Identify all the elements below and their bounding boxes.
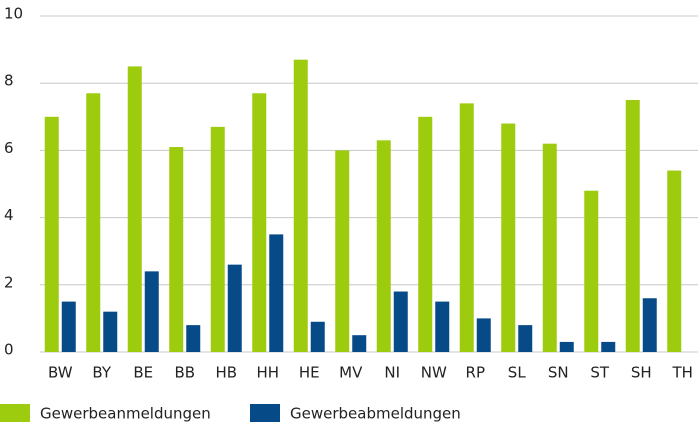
legend-label: Gewerbeabmeldungen (290, 405, 461, 423)
bar (518, 325, 533, 352)
bar (61, 301, 76, 352)
x-tick-label: BW (48, 364, 73, 382)
y-tick-label: 6 (4, 139, 14, 157)
bar (542, 143, 557, 352)
bar (352, 335, 367, 352)
bar (625, 100, 640, 352)
x-tick-label: ST (590, 364, 610, 382)
x-tick-label: HE (299, 364, 320, 382)
bar (459, 103, 474, 352)
bar (476, 318, 491, 352)
x-tick-label: BB (174, 364, 195, 382)
x-tick-label: SL (508, 364, 527, 382)
bar (393, 291, 408, 352)
bar (227, 264, 242, 352)
y-tick-label: 10 (4, 5, 23, 23)
bar (186, 325, 201, 352)
bar (667, 170, 682, 352)
bar (501, 123, 516, 353)
x-tick-label: NW (421, 364, 447, 382)
bar (293, 59, 308, 353)
bar (559, 341, 574, 352)
x-tick-label: BY (92, 364, 111, 382)
x-tick-label: HB (215, 364, 237, 382)
x-tick-label: SH (631, 364, 652, 382)
bar (169, 147, 184, 352)
y-tick-label: 0 (4, 341, 14, 359)
x-tick-label: SN (548, 364, 569, 382)
bar (584, 190, 599, 352)
bar (376, 140, 391, 352)
x-tick-label: RP (466, 364, 485, 382)
legend-label: Gewerbeanmeldungen (40, 405, 211, 423)
bar (127, 66, 142, 353)
y-tick-label: 4 (4, 206, 14, 224)
bar (210, 126, 225, 352)
bar (86, 93, 101, 352)
bar (435, 301, 450, 352)
bar (335, 150, 350, 352)
legend-swatch (0, 404, 30, 422)
bar (418, 116, 433, 352)
bar (269, 234, 284, 352)
y-tick-label: 8 (4, 72, 14, 90)
bar (44, 116, 59, 352)
x-tick-label: HH (256, 364, 279, 382)
bar (642, 298, 657, 352)
bar (144, 271, 159, 352)
x-tick-label: TH (672, 364, 693, 382)
bar (252, 93, 267, 352)
y-tick-label: 2 (4, 273, 14, 291)
legend-swatch (250, 404, 280, 422)
bar (310, 321, 325, 352)
x-tick-label: NI (384, 364, 400, 382)
x-tick-label: BE (133, 364, 153, 382)
bar (601, 341, 616, 352)
x-tick-label: MV (339, 364, 363, 382)
bar (103, 311, 118, 352)
